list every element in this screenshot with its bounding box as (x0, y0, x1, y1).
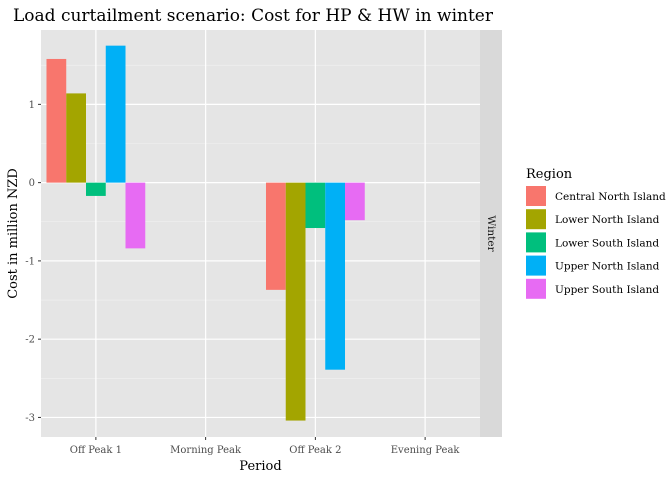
legend-label: Central North Island (555, 191, 666, 203)
bars-layer (46, 45, 365, 421)
y-tick-label: -2 (25, 335, 35, 346)
x-axis-title: Period (239, 459, 281, 474)
legend-swatch (526, 255, 546, 276)
legend-label: Upper South Island (555, 284, 659, 296)
bar (285, 182, 306, 421)
x-tick-label: Evening Peak (391, 445, 461, 456)
legend-swatch (526, 278, 546, 299)
x-axis: Off Peak 1 Morning Peak Off Peak 2 Evening … (70, 437, 461, 456)
y-tick-label: 1 (29, 100, 35, 111)
chart-title: Load curtailment scenario: Cost for HP &… (13, 6, 494, 26)
y-tick-label: -3 (25, 413, 35, 424)
facet-strip (480, 30, 502, 437)
bar (66, 93, 86, 183)
legend-label: Lower South Island (555, 237, 659, 249)
y-tick-label: 0 (29, 178, 35, 189)
legend-swatch (526, 209, 546, 230)
bar (85, 182, 106, 196)
y-axis: -3 -2 -1 0 1 (25, 100, 41, 424)
x-tick-label: Off Peak 1 (70, 445, 122, 456)
legend-label: Upper North Island (555, 261, 660, 273)
bar (125, 182, 146, 249)
bar (305, 182, 326, 229)
x-tick-label: Morning Peak (170, 445, 242, 456)
legend: Central North Island Lower North Island Lo… (526, 186, 666, 299)
x-tick-label: Off Peak 2 (289, 445, 341, 456)
bar (325, 182, 346, 370)
legend-title: Region (526, 167, 573, 182)
y-tick-label: -1 (25, 256, 35, 267)
legend-label: Lower North Island (555, 214, 660, 226)
bar (345, 182, 365, 221)
bar (105, 45, 126, 183)
y-axis-title: Cost in million NZD (6, 168, 21, 299)
legend-swatch (526, 186, 546, 206)
facet-strip-label: Winter (485, 215, 497, 252)
bar (265, 182, 286, 290)
legend-swatch (526, 232, 546, 253)
bar (46, 58, 67, 183)
